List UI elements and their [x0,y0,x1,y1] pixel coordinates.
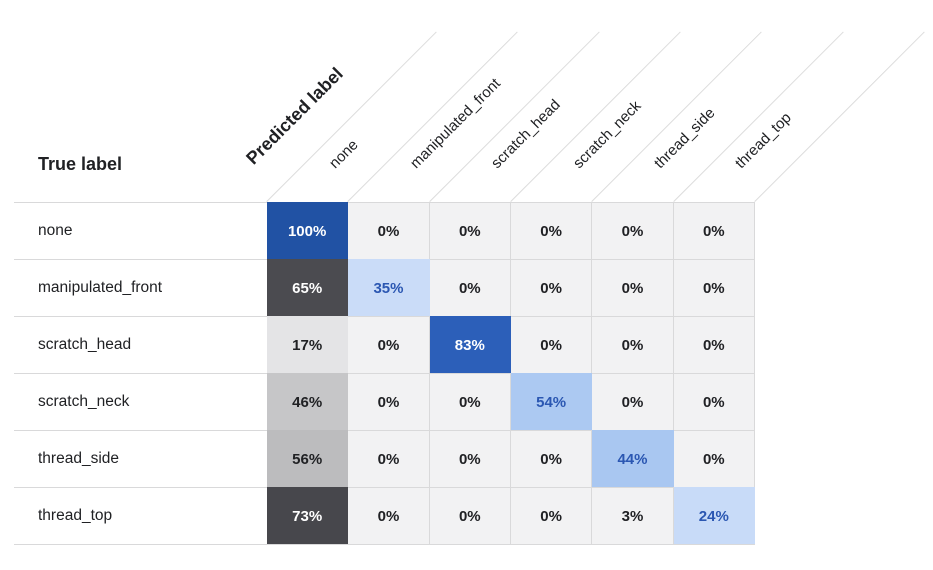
matrix-cell: 83% [429,316,511,373]
matrix-cell: 0% [348,430,430,487]
matrix-cell: 0% [429,430,511,487]
matrix-cell: 0% [429,487,511,544]
matrix-cell: 0% [673,259,755,316]
matrix-cell: 65% [267,259,349,316]
matrix-row-none: none 100% 0% 0% 0% 0% 0% [14,202,755,259]
matrix-row-scratch_neck: scratch_neck 46% 0% 0% 54% 0% 0% [14,373,755,430]
matrix-cell: 0% [429,202,511,259]
diagonal-separator-line [347,31,519,202]
matrix-cell: 0% [592,259,674,316]
column-header-none: none [325,136,362,172]
column-header-scratch_head: scratch_head [488,96,564,172]
matrix-cell: 0% [592,316,674,373]
matrix-cell: 0% [348,487,430,544]
matrix-cell: 44% [592,430,674,487]
matrix-cell: 56% [267,430,349,487]
matrix-cell: 0% [348,316,430,373]
matrix-cell: 0% [510,487,593,544]
matrix-cell: 35% [348,259,430,316]
matrix-cell: 0% [510,259,593,316]
row-label: thread_top [14,487,267,544]
matrix-cell: 0% [348,373,430,430]
matrix-cell: 24% [673,487,755,544]
matrix-cell: 0% [673,316,755,373]
column-header-thread_top: thread_top [732,109,796,172]
matrix-header: True label Predicted label none manipulat… [0,0,933,202]
matrix-body: none 100% 0% 0% 0% 0% 0% manipulated_front 65% 35… [14,202,755,545]
matrix-cell: 73% [267,487,349,544]
matrix-cell: 0% [673,373,755,430]
row-label: manipulated_front [14,259,267,316]
matrix-cell: 3% [592,487,674,544]
row-label: scratch_head [14,316,267,373]
matrix-cell: 0% [510,316,593,373]
matrix-cell: 0% [673,202,755,259]
matrix-cell: 100% [267,202,349,259]
matrix-cell: 0% [510,202,593,259]
matrix-row-thread_side: thread_side 56% 0% 0% 0% 44% 0% [14,430,755,487]
matrix-cell: 17% [267,316,349,373]
matrix-cell: 0% [592,373,674,430]
true-label-title: True label [38,154,123,174]
matrix-cell: 54% [510,373,593,430]
matrix-cell: 0% [429,259,511,316]
matrix-cell: 0% [592,202,674,259]
matrix-cell: 46% [267,373,349,430]
matrix-row-scratch_head: scratch_head 17% 0% 83% 0% 0% 0% [14,316,755,373]
row-label: none [14,202,267,259]
column-header-thread_side: thread_side [650,104,719,172]
row-label: thread_side [14,430,267,487]
matrix-row-thread_top: thread_top 73% 0% 0% 0% 3% 24% [14,487,755,544]
matrix-cell: 0% [348,202,430,259]
matrix-row-manipulated_front: manipulated_front 65% 35% 0% 0% 0% 0% [14,259,755,316]
matrix-cell: 0% [429,373,511,430]
row-label: scratch_neck [14,373,267,430]
matrix-cell: 0% [510,430,593,487]
matrix-cell: 0% [673,430,755,487]
